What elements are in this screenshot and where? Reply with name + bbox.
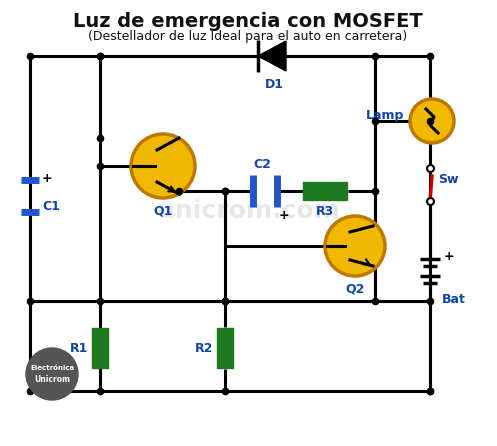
Text: R2: R2 [195,342,213,355]
Text: Q2: Q2 [345,283,365,296]
Text: R3: R3 [316,205,334,218]
Text: Bat: Bat [442,293,466,306]
Circle shape [325,216,385,276]
Text: Q1: Q1 [153,205,172,218]
FancyBboxPatch shape [92,328,108,368]
Text: +: + [279,209,290,222]
Text: +: + [42,172,53,185]
Text: +: + [444,251,455,264]
FancyBboxPatch shape [217,328,233,368]
Text: Luz de emergencia con MOSFET: Luz de emergencia con MOSFET [73,12,423,31]
FancyBboxPatch shape [303,182,347,200]
Circle shape [410,99,454,143]
Circle shape [131,134,195,198]
Text: Unicrom: Unicrom [34,375,70,384]
Text: Sw: Sw [438,173,459,186]
Circle shape [26,348,78,400]
Text: unicrom.com: unicrom.com [157,199,339,223]
Text: R1: R1 [70,342,88,355]
Text: Lamp: Lamp [366,110,404,123]
Text: (Destellador de luz Ideal para el auto en carretera): (Destellador de luz Ideal para el auto e… [88,30,408,43]
Text: C2: C2 [253,158,271,171]
Text: Electrónica: Electrónica [30,365,74,371]
Polygon shape [258,41,286,71]
Text: C1: C1 [42,200,60,213]
Text: D1: D1 [264,78,283,91]
